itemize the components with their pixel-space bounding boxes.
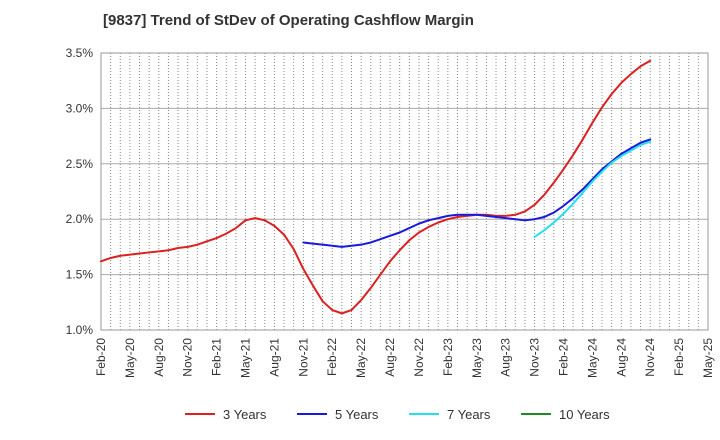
x-tick-label: Nov-22 [412,338,426,377]
y-tick-label: 3.0% [66,101,94,115]
axes: 1.0% 1.5% 2.0% 2.5% 3.0% 3.5% Feb-20 May-20 Aug-… [66,46,715,378]
x-tick-label: Aug-23 [499,338,513,377]
x-tick-label: Feb-23 [441,338,455,376]
x-tick-label: Aug-21 [267,338,281,377]
y-tick-label: 1.5% [66,268,94,282]
grid-lines [100,52,709,331]
x-tick-label: Aug-20 [152,338,166,377]
legend: 3 Years 5 Years 7 Years 10 Years [185,407,610,422]
x-tick-label: May-24 [585,338,599,378]
legend-label: 7 Years [447,407,491,422]
series-line-3-years [100,59,652,315]
x-tick-label: May-25 [701,338,715,378]
x-tick-label: Feb-24 [556,338,570,376]
x-tick-label: Feb-21 [210,338,224,376]
y-tick-label: 3.5% [66,46,94,60]
x-tick-label: Aug-24 [614,338,628,377]
x-tick-label: Nov-23 [528,338,542,377]
y-tick-label: 2.5% [66,157,94,171]
y-tick-label: 1.0% [66,323,94,337]
series-lines [100,59,652,315]
x-tick-label: Nov-24 [643,338,657,377]
series-line-7-years [533,140,652,238]
series-line-5-years [302,138,652,248]
x-tick-label: May-20 [123,338,137,378]
x-tick-label: May-21 [239,338,253,378]
x-tick-label: Feb-20 [94,338,108,376]
legend-label: 10 Years [559,407,610,422]
legend-label: 3 Years [223,407,267,422]
x-tick-label: May-22 [354,338,368,378]
x-tick-label: Aug-22 [383,338,397,377]
chart-title: [9837] Trend of StDev of Operating Cashf… [103,12,474,29]
legend-label: 5 Years [335,407,379,422]
x-tick-label: Nov-21 [296,338,310,377]
plot-border [100,52,709,331]
x-tick-label: Nov-20 [181,338,195,377]
x-tick-label: Feb-25 [672,338,686,376]
y-tick-label: 2.0% [66,212,94,226]
x-tick-label: Feb-22 [325,338,339,376]
x-tick-label: May-23 [470,338,484,378]
